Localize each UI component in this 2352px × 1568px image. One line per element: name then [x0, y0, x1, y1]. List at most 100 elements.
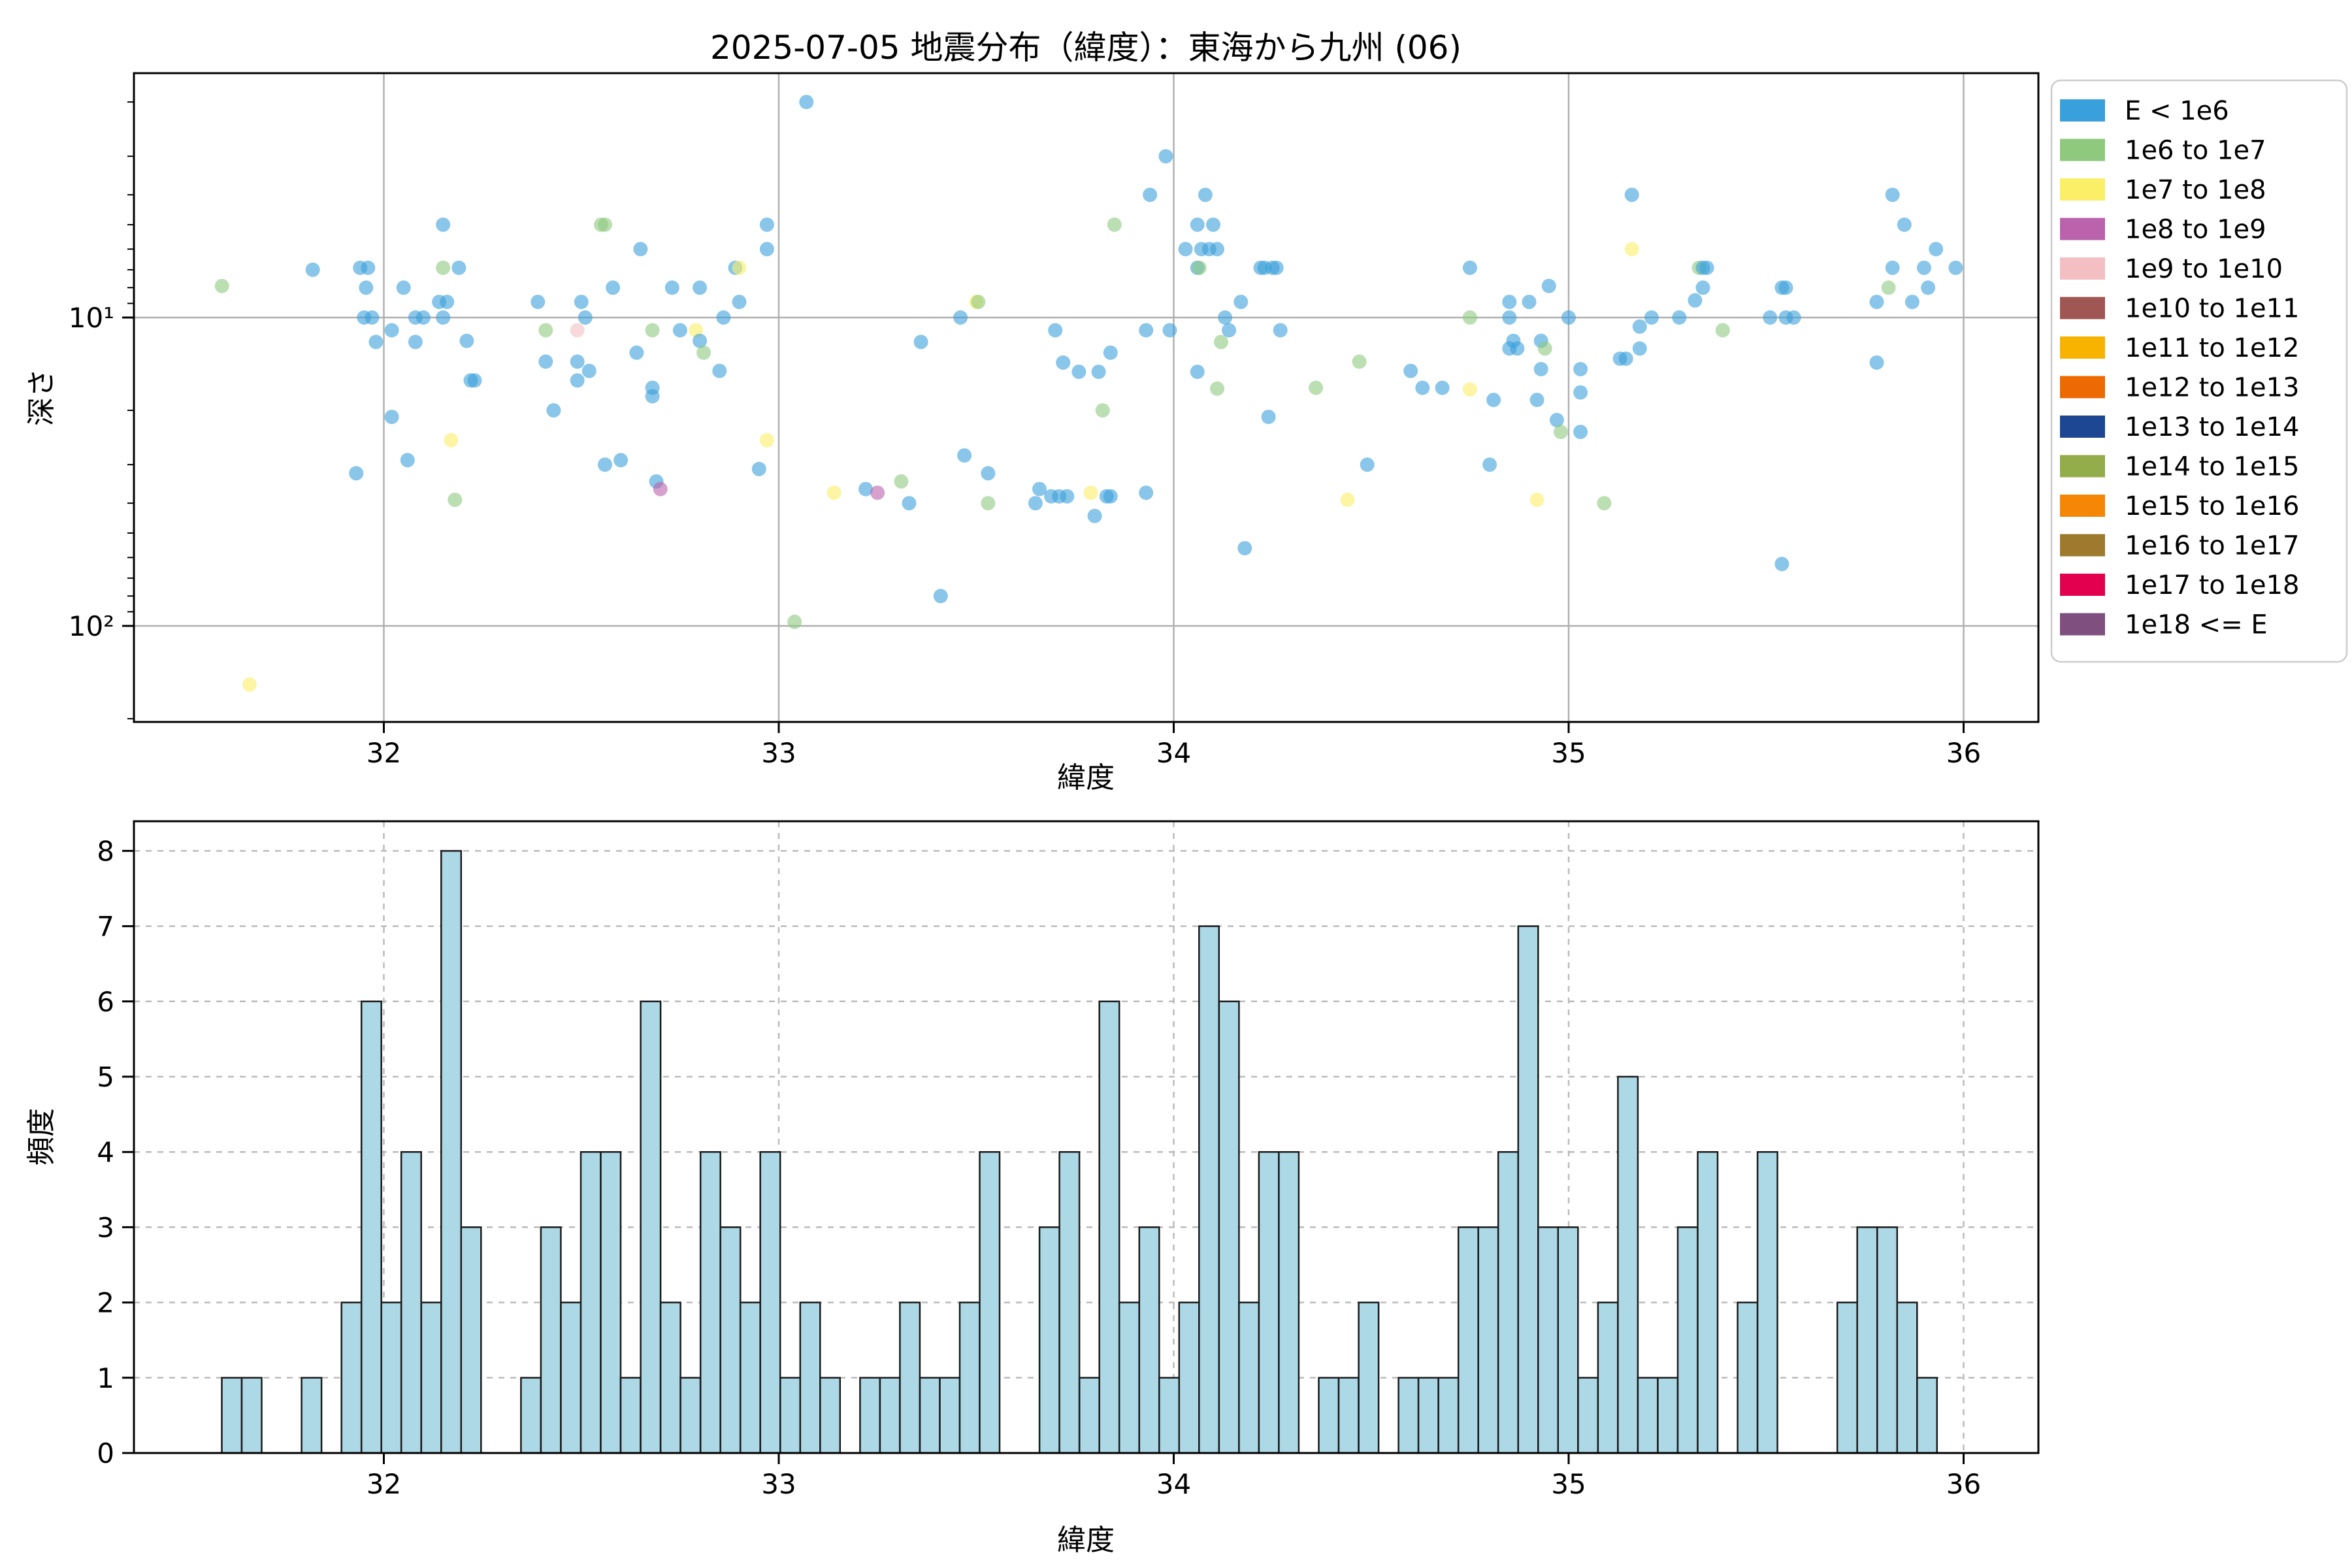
legend-entry: 1e11 to 1e12	[2060, 333, 2300, 363]
scatter-point	[538, 323, 553, 338]
scatter-point	[368, 335, 384, 350]
histogram-bar	[899, 1301, 921, 1454]
scatter-point	[1904, 295, 1919, 310]
scatter-point	[1083, 485, 1098, 500]
histogram-bar	[1437, 1377, 1460, 1454]
scatter-point	[613, 453, 629, 468]
scatter-point	[1309, 380, 1324, 395]
histogram-bar	[1676, 1226, 1699, 1454]
histogram-bar	[679, 1377, 702, 1454]
scatter-point	[440, 295, 455, 310]
scatter-point	[578, 310, 593, 325]
scatter-point	[305, 262, 320, 277]
scatter-point	[1688, 293, 1703, 308]
scatter-point	[1028, 496, 1043, 511]
scatter-point	[629, 345, 644, 360]
scatter-point	[664, 280, 679, 295]
legend-entry: 1e8 to 1e9	[2060, 215, 2266, 245]
legend-box	[2050, 79, 2348, 663]
legend-swatch	[2060, 613, 2105, 636]
histogram-bar	[619, 1377, 642, 1454]
scatter-point	[1162, 323, 1177, 338]
histogram-bar	[340, 1301, 363, 1454]
y-tick-label: 10¹	[69, 302, 114, 334]
legend-swatch	[2060, 455, 2105, 478]
histogram-bar	[659, 1301, 681, 1454]
scatter-point	[1549, 412, 1564, 427]
scatter-point	[1537, 341, 1552, 356]
scatter-point	[1917, 260, 1931, 275]
scatter-point	[787, 614, 802, 629]
scatter-point	[1573, 385, 1588, 400]
scatter-point	[451, 260, 466, 275]
legend-entry-label: 1e16 to 1e17	[2125, 531, 2300, 561]
scatter-point	[826, 485, 841, 500]
scatter-point	[1869, 295, 1884, 310]
histogram-bar	[1078, 1377, 1100, 1454]
scatter-point	[1597, 496, 1612, 511]
legend-swatch	[2060, 178, 2105, 201]
histogram-bar	[1836, 1301, 1858, 1454]
scatter-point	[759, 242, 774, 257]
scatter-point	[1206, 217, 1220, 232]
scatter-point	[1529, 493, 1544, 507]
legend-swatch	[2060, 297, 2105, 319]
x-tick-label: 36	[1946, 1468, 1981, 1500]
histogram-bar	[1178, 1301, 1200, 1454]
scatter-point	[1139, 485, 1154, 500]
scatter-point	[1261, 410, 1276, 425]
legend-entry-label: 1e8 to 1e9	[2125, 215, 2266, 245]
legend-swatch	[2060, 139, 2105, 161]
histogram-bar	[301, 1377, 323, 1454]
scatter-point	[459, 333, 474, 348]
scatter-point	[1778, 280, 1793, 295]
scatter-point	[1624, 188, 1639, 203]
legend-entry-label: 1e7 to 1e8	[2125, 175, 2266, 205]
histogram-bar	[1477, 1226, 1499, 1454]
legend-entry: 1e18 <= E	[2060, 610, 2268, 640]
scatter-yaxis-label: 深さ	[25, 368, 58, 426]
x-tick-label: 35	[1551, 1468, 1586, 1500]
scatter-point	[436, 217, 451, 232]
histogram-bar	[1278, 1151, 1300, 1454]
scatter-point	[870, 485, 885, 500]
histogram-bar	[1238, 1301, 1260, 1454]
histogram-bar	[1038, 1226, 1060, 1454]
legend-entry: 1e12 to 1e13	[2060, 373, 2300, 403]
scatter-point	[1695, 280, 1710, 295]
y-tick-label: 2	[97, 1287, 114, 1319]
histogram-bar	[460, 1226, 482, 1454]
scatter-point	[1403, 363, 1418, 378]
scatter-point	[1897, 217, 1912, 232]
histogram-bar	[600, 1151, 622, 1454]
histogram-bar	[939, 1377, 961, 1454]
scatter-point	[1158, 149, 1173, 164]
scatter-point	[1210, 381, 1224, 396]
legend-entry-label: 1e10 to 1e11	[2125, 294, 2300, 324]
scatter-point	[242, 677, 257, 692]
histogram-bar	[1158, 1377, 1181, 1454]
scatter-points-layer	[214, 95, 1963, 692]
legend-entry: E < 1e6	[2060, 96, 2229, 126]
scatter-point	[1522, 295, 1537, 310]
scatter-point	[1056, 355, 1071, 370]
legend-entry: 1e10 to 1e11	[2060, 294, 2300, 324]
scatter-point	[732, 260, 747, 275]
scatter-point	[1095, 403, 1110, 418]
legend-entry-label: 1e12 to 1e13	[2125, 373, 2300, 403]
y-tick-label: 3	[97, 1211, 114, 1243]
scatter-point	[712, 363, 727, 378]
scatter-point	[645, 323, 660, 338]
scatter-point	[1190, 217, 1205, 232]
histogram-bar	[1577, 1377, 1599, 1454]
x-tick-label: 33	[761, 1468, 796, 1500]
scatter-point	[1786, 310, 1801, 325]
histogram-bar	[1557, 1226, 1579, 1454]
histogram-bar	[1637, 1377, 1659, 1454]
histogram-bar	[1517, 925, 1539, 1454]
histogram-bar	[440, 850, 463, 1454]
legend-entry: 1e9 to 1e10	[2060, 254, 2283, 284]
scatter-point	[1060, 489, 1075, 504]
